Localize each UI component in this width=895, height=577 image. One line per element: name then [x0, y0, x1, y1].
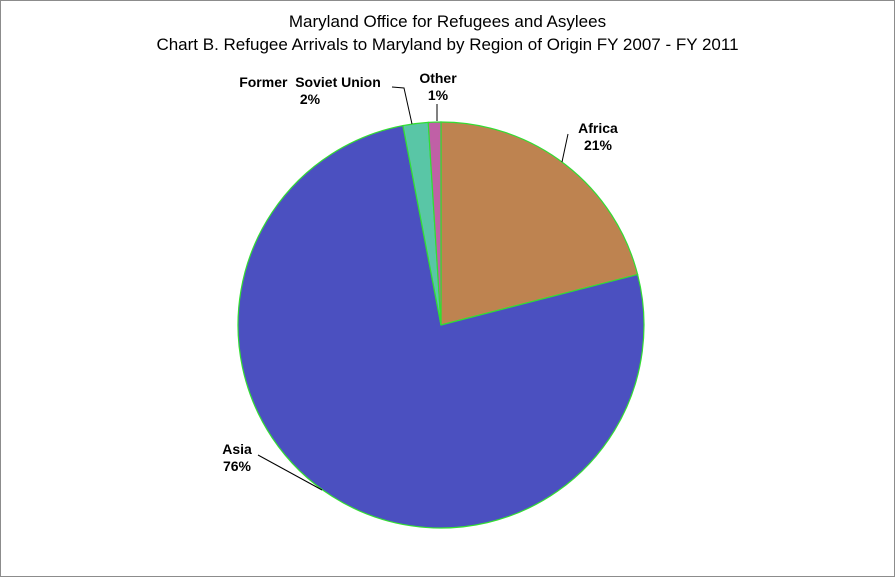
slice-percent-former-soviet-union: 2%: [300, 91, 321, 107]
pie-slice-africa: [440, 121, 639, 326]
pie-slice-asia: [237, 124, 645, 529]
slice-percent-africa: 21%: [584, 137, 613, 153]
slice-name-other: Other: [419, 70, 457, 86]
leader-line-asia: [257, 454, 323, 491]
slice-percent-asia: 76%: [223, 458, 252, 474]
leader-line-former-soviet-union: [391, 86, 413, 125]
chart-subtitle: Chart B. Refugee Arrivals to Maryland by…: [156, 35, 739, 54]
chart-title: Maryland Office for Refugees and Asylees: [288, 12, 607, 31]
slice-name-asia: Asia: [222, 441, 252, 457]
slice-percent-other: 1%: [428, 87, 449, 103]
pie-slice-other: [427, 121, 442, 326]
slice-name-africa: Africa: [578, 120, 618, 136]
slice-name-former-soviet-union: Former Soviet Union: [239, 74, 381, 90]
leader-line-africa: [561, 133, 569, 163]
